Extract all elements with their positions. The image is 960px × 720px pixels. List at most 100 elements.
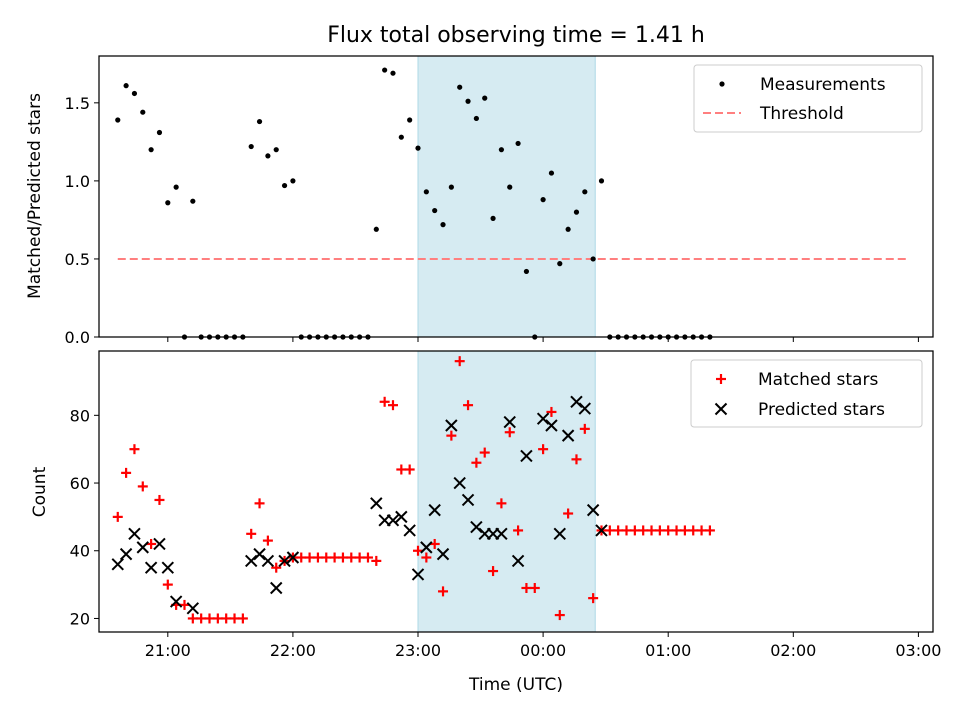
- bottom-yticks: 20 40 60 80: [70, 406, 99, 628]
- predicted-star-point: [286, 551, 300, 564]
- measurement-point: [390, 70, 396, 76]
- matched-star-point: [387, 400, 398, 411]
- matched-star-point: [362, 552, 373, 563]
- predicted-star-point: [428, 503, 441, 517]
- measurement-point: [165, 200, 171, 206]
- predicted-star-point-b: [420, 541, 433, 554]
- matched-star-point: [212, 613, 223, 624]
- measurement-point: [598, 178, 605, 184]
- predicted-star-point-b: [495, 527, 508, 541]
- predicted-star-point: [119, 547, 133, 561]
- matched-star-point: [696, 525, 707, 536]
- predicted-star-point-b: [153, 537, 166, 551]
- predicted-star-point-b: [128, 527, 141, 541]
- measurement-point: [190, 198, 196, 204]
- predicted-star-point: [270, 581, 283, 595]
- predicted-star-point-b: [470, 520, 483, 534]
- matched-star-point: [329, 552, 340, 563]
- predicted-star-point-b: [545, 419, 558, 432]
- matched-star-point: [588, 593, 599, 604]
- top-y-tick-label: 0.5: [65, 250, 90, 269]
- predicted-star-point-b: [561, 429, 575, 442]
- predicted-star-point: [153, 537, 166, 551]
- matched-star-point: [196, 613, 207, 624]
- measurement-point: [457, 84, 463, 90]
- measurement-point: [548, 170, 555, 176]
- measurement-point: [540, 197, 546, 203]
- top-span: [417, 55, 596, 338]
- matched-star-point: [471, 457, 482, 468]
- matched-star-point: [479, 447, 490, 458]
- matched-star-point: [246, 528, 257, 539]
- matched-star-point: [504, 427, 515, 438]
- predicted-star-point: [253, 547, 266, 561]
- matched-star-point: [604, 525, 615, 536]
- matched-star-point: [179, 599, 190, 610]
- matched-star-point: [237, 613, 248, 624]
- matched-star-point: [621, 525, 632, 536]
- measurement-point: [382, 67, 388, 73]
- legend-predicted-marker-b: [714, 402, 728, 416]
- measurement-point: [273, 147, 279, 153]
- matched-star-point: [221, 613, 232, 624]
- top-y-axis-label: Matched/Predicted stars: [25, 93, 45, 299]
- measurement-point: [498, 147, 505, 153]
- predicted-star-point: [411, 568, 425, 581]
- predicted-star-point: [570, 395, 583, 408]
- measurement-point: [415, 145, 421, 151]
- legend-predicted-label: Predicted stars: [758, 400, 885, 420]
- bottom-highlight-span: [417, 350, 596, 633]
- predicted-star-point-b: [553, 527, 566, 541]
- top-legend: Measurements Threshold: [693, 64, 923, 133]
- matched-star-point: [529, 582, 540, 593]
- bottom-x-tick-label: 01:00: [645, 641, 691, 660]
- predicted-star-point: [545, 419, 558, 432]
- predicted-star-point: [420, 541, 433, 554]
- bottom-y-axis-label: Count: [30, 466, 50, 517]
- top-yticks: 0.0 0.5 1.0 1.5: [65, 94, 99, 347]
- predicted-star-point-b: [536, 412, 550, 425]
- matched-star-point: [688, 525, 699, 536]
- measurement-point: [515, 140, 521, 147]
- predicted-star-point-b: [270, 581, 283, 595]
- top-xticks: [167, 337, 919, 342]
- predicted-star-point-b: [570, 395, 583, 408]
- matched-star-point: [371, 555, 382, 566]
- matched-star-point: [513, 525, 524, 536]
- predicted-star-point-b: [511, 554, 525, 568]
- matched-star-point: [146, 538, 157, 549]
- predicted-star-point-b: [453, 476, 466, 490]
- legend-predicted-marker: [714, 402, 728, 416]
- matched-star-point: [187, 613, 198, 624]
- measurement-point: [156, 129, 163, 136]
- matched-star-point: [421, 552, 432, 563]
- bottom-x-tick-label: 21:00: [145, 641, 191, 660]
- predicted-star-point: [169, 595, 183, 608]
- matched-star-point: [262, 535, 273, 546]
- matched-star-point: [438, 586, 449, 597]
- predicted-star-point-b: [578, 402, 592, 415]
- predicted-star-point-b: [436, 547, 450, 561]
- matched-star-point: [346, 552, 357, 563]
- bottom-predicted-layer: [111, 395, 608, 615]
- matched-star-point: [396, 464, 407, 475]
- top-y-tick-label: 0.0: [65, 328, 90, 347]
- predicted-star-point: [436, 547, 450, 561]
- legend-threshold-label: Threshold: [759, 104, 844, 124]
- predicted-star-point-b: [386, 514, 400, 527]
- measurement-point: [248, 143, 254, 150]
- measurement-point: [123, 83, 129, 89]
- measurement-point: [565, 226, 571, 232]
- bottom-y-tick-label: 80: [70, 406, 90, 425]
- bottom-legend: Matched stars Predicted stars: [690, 359, 923, 428]
- measurement-point: [465, 98, 471, 104]
- matched-star-point: [204, 613, 215, 624]
- predicted-star-point: [111, 558, 124, 571]
- predicted-star-point: [511, 554, 525, 568]
- bottom-x-axis-label: Time (UTC): [468, 675, 563, 695]
- measurement-point: [573, 209, 580, 215]
- legend-measurements-label: Measurements: [760, 75, 886, 95]
- predicted-star-point: [261, 554, 275, 568]
- predicted-star-point-b: [428, 503, 441, 517]
